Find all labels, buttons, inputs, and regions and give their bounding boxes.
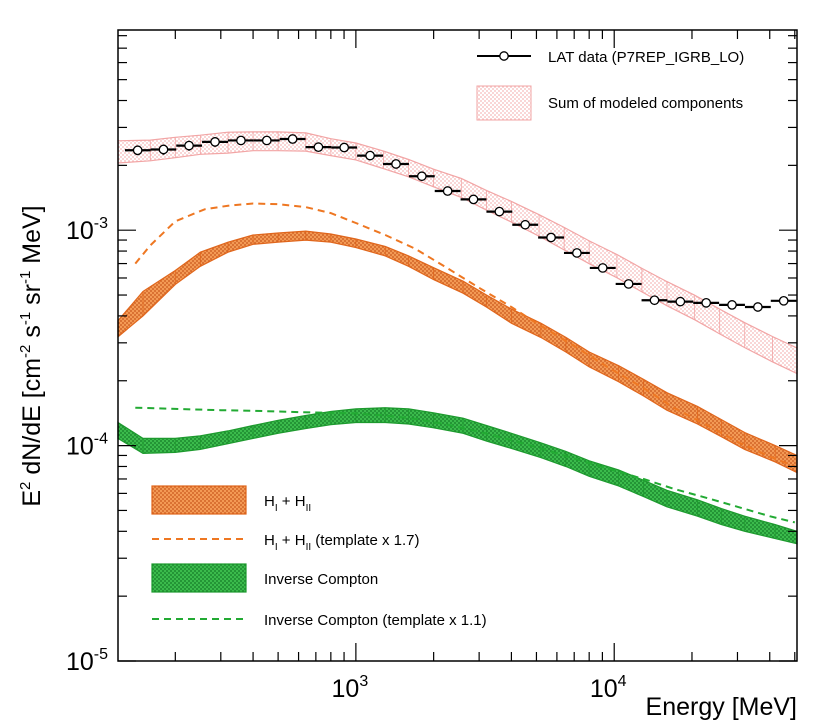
hi-template-line xyxy=(134,202,796,468)
lat-marker xyxy=(339,142,350,153)
lat-data-point xyxy=(227,135,254,146)
axis-tick-labels: 103 104 10-5 10-4 10-3 xyxy=(66,215,627,703)
lat-data-point xyxy=(693,297,720,308)
legend-hi_band-swatch xyxy=(151,485,247,515)
lat-marker xyxy=(261,135,272,146)
y-tick-label: 10-4 xyxy=(66,431,108,461)
lat-data-point xyxy=(460,194,487,205)
lat-data-point xyxy=(589,263,616,273)
lat-marker xyxy=(753,302,763,312)
lat-marker xyxy=(391,159,401,169)
x-tick-label: 104 xyxy=(590,673,627,703)
lat-marker xyxy=(158,144,169,155)
plot-frame xyxy=(117,29,798,662)
legend-ic_band-swatch xyxy=(151,563,247,593)
lat-marker xyxy=(313,142,324,152)
y-axis-label: E2 dN/dE [cm-2 s-1 sr-1 MeV] xyxy=(17,205,46,506)
lat-marker xyxy=(546,232,556,243)
lat-data-point xyxy=(434,186,461,196)
lat-marker xyxy=(468,194,479,205)
lat-marker xyxy=(210,137,220,147)
lat-marker xyxy=(184,140,194,151)
lat-data-point xyxy=(408,171,435,182)
lat-data-point xyxy=(124,145,151,156)
lat-marker xyxy=(701,297,712,308)
lat-data-point xyxy=(538,232,564,243)
lat-marker xyxy=(416,171,427,182)
lat-data-point xyxy=(744,302,771,312)
line-layer xyxy=(134,202,796,524)
x-tick-label: 103 xyxy=(332,673,369,703)
lat-data-point xyxy=(253,135,280,146)
lat-data-point xyxy=(202,137,228,147)
lat-marker xyxy=(675,296,686,307)
lat-data-point xyxy=(641,295,668,306)
lat-marker xyxy=(572,248,582,258)
legend-lat-data: LAT data (P7REP_IGRB_LO) xyxy=(477,49,744,66)
ic-band xyxy=(117,407,798,545)
legend-lat-label: LAT data (P7REP_IGRB_LO) xyxy=(548,49,744,66)
lat-marker xyxy=(494,206,505,217)
lat-marker xyxy=(727,300,737,310)
lat-marker xyxy=(365,150,375,161)
lat-marker xyxy=(132,145,143,156)
legend-bottom: HI + HII HI + HII (template x 1.7) Inverse… xyxy=(151,485,487,629)
lat-data-point xyxy=(305,142,332,152)
lat-marker xyxy=(236,135,246,146)
y-tick-label: 10-5 xyxy=(66,646,108,676)
lat-data-point xyxy=(357,150,384,161)
lat-marker xyxy=(597,263,608,273)
lat-data-point xyxy=(615,279,642,289)
lat-data-point xyxy=(667,296,694,307)
lat-marker xyxy=(442,186,453,196)
lat-data-point xyxy=(512,219,539,230)
lat-data-point xyxy=(770,295,797,306)
legend-ic_band: Inverse Compton xyxy=(151,563,378,593)
axis-ticks xyxy=(118,30,797,662)
y-tick-label: 10-3 xyxy=(66,215,108,245)
ic-template-line xyxy=(135,406,796,524)
legend-lat-marker xyxy=(499,51,509,61)
legend-sum-swatch xyxy=(476,85,532,121)
lat-data-point xyxy=(279,134,306,144)
legend-hi_band: HI + HII xyxy=(151,485,311,515)
lat-data-point xyxy=(176,140,203,151)
lat-marker xyxy=(649,295,660,306)
legend-ic_dash-label: Inverse Compton (template x 1.1) xyxy=(264,612,487,629)
lat-marker xyxy=(623,279,634,289)
x-axis-label: Energy [MeV] xyxy=(646,693,797,721)
lat-marker xyxy=(520,219,531,230)
lat-data-point xyxy=(331,142,358,153)
lat-data-layer xyxy=(124,134,797,312)
lat-marker xyxy=(778,295,789,306)
lat-data-point xyxy=(486,206,513,217)
legend-sum: Sum of modeled components xyxy=(476,85,743,121)
lat-data-point xyxy=(150,144,177,155)
legend-hi_band-label: HI + HII xyxy=(264,493,311,514)
legend-hi_dash: HI + HII (template x 1.7) xyxy=(152,532,420,553)
legend-sum-label: Sum of modeled components xyxy=(548,95,743,112)
legend-top: LAT data (P7REP_IGRB_LO) Sum of modeled c… xyxy=(476,49,744,121)
lat-data-point xyxy=(563,248,590,258)
lat-data-point xyxy=(383,159,409,169)
legend-ic_band-label: Inverse Compton xyxy=(264,571,378,588)
band-layer xyxy=(117,131,798,545)
legend-hi_dash-label: HI + HII (template x 1.7) xyxy=(264,532,420,553)
legend-ic_dash: Inverse Compton (template x 1.1) xyxy=(152,612,487,629)
lat-marker xyxy=(287,134,298,144)
lat-data-point xyxy=(719,300,745,310)
